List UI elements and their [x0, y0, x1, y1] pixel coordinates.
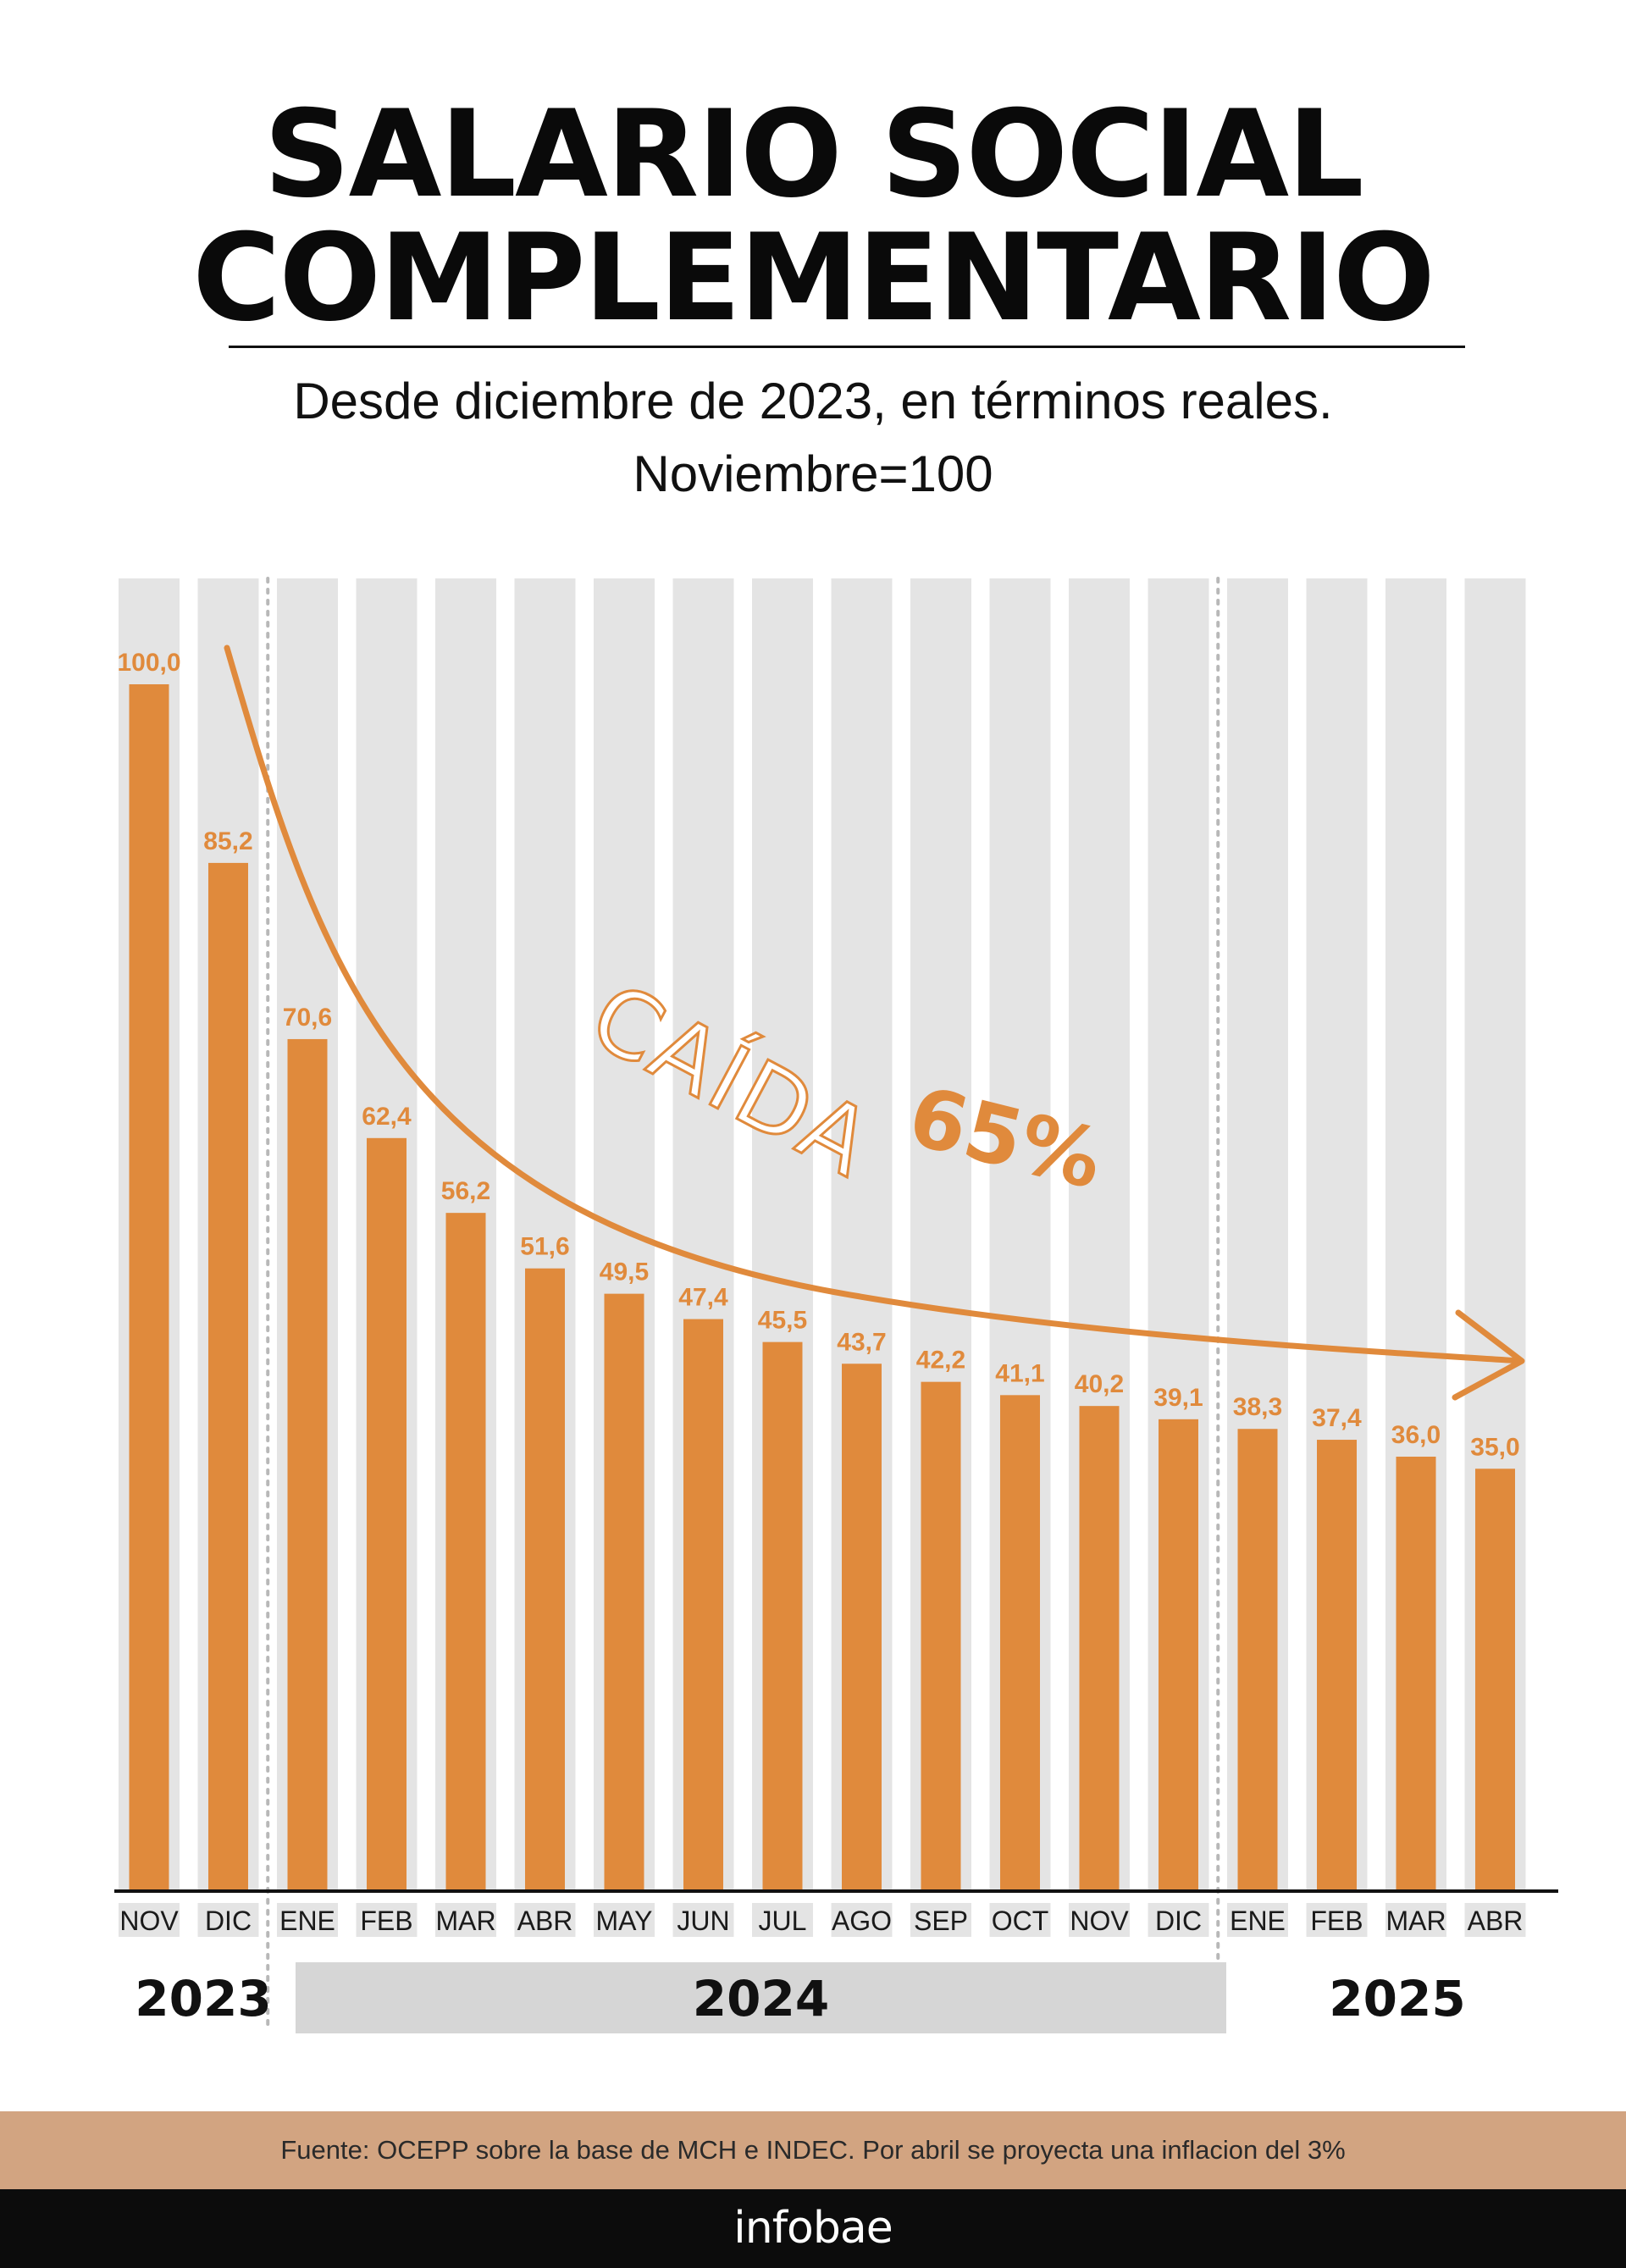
brand-logo: infobae — [733, 2203, 893, 2254]
bar — [1237, 1429, 1278, 1891]
year-label-2023: 2023 — [135, 1970, 272, 2027]
bar — [208, 862, 248, 1891]
tick-label-background — [119, 1903, 180, 1937]
bar — [921, 1381, 961, 1891]
value-label: 100,0 — [117, 649, 180, 677]
value-label: 40,2 — [1075, 1370, 1124, 1398]
value-label: 51,6 — [520, 1233, 569, 1261]
bar — [1079, 1406, 1120, 1891]
value-label: 37,4 — [1312, 1404, 1362, 1432]
tick-label-background — [1227, 1903, 1288, 1937]
title-divider — [229, 346, 1465, 348]
tick-label: JUL — [759, 1906, 807, 1936]
bar — [1317, 1440, 1357, 1891]
tick-label-background — [1069, 1903, 1130, 1937]
value-label: 35,0 — [1470, 1433, 1519, 1461]
tick-label-background — [752, 1903, 813, 1937]
tick-label: ENE — [1230, 1906, 1286, 1936]
brand-band: infobae — [0, 2189, 1626, 2268]
bar — [683, 1319, 723, 1891]
trend-arrowhead — [1452, 1309, 1525, 1401]
tick-label-background — [831, 1903, 893, 1937]
tick-label-background — [1148, 1903, 1209, 1937]
tick-label-background — [514, 1903, 576, 1937]
tick-label-background — [356, 1903, 418, 1937]
bar — [367, 1137, 406, 1891]
value-label: 62,4 — [362, 1103, 412, 1131]
bar — [842, 1364, 882, 1891]
tick-label: MAY — [596, 1906, 653, 1936]
tick-label-background — [197, 1903, 259, 1937]
tick-label: FEB — [360, 1906, 412, 1936]
value-label: 39,1 — [1153, 1384, 1203, 1412]
tick-label: AGO — [832, 1906, 892, 1936]
year-band-2024 — [296, 1962, 1226, 2033]
tick-label: OCT — [992, 1906, 1049, 1936]
tick-label-background — [989, 1903, 1051, 1937]
year-label-2024: 2024 — [692, 1970, 830, 2027]
tick-label-background — [1306, 1903, 1368, 1937]
chart-title-line2: COMPLEMENTARIO — [192, 208, 1435, 348]
bar — [445, 1213, 486, 1891]
value-label: 49,5 — [600, 1258, 649, 1286]
bar — [1000, 1395, 1040, 1891]
value-label: 38,3 — [1233, 1393, 1282, 1421]
trend-arrow — [224, 644, 1524, 1364]
year-label-2025: 2025 — [1329, 1970, 1466, 2027]
tick-label: JUN — [677, 1906, 729, 1936]
value-label: 36,0 — [1391, 1421, 1441, 1449]
tick-label-background — [277, 1903, 338, 1937]
bar — [762, 1341, 803, 1891]
bar — [604, 1293, 644, 1891]
value-label: 70,6 — [283, 1004, 332, 1032]
tick-label-background — [1385, 1903, 1446, 1937]
tick-label: NOV — [1070, 1906, 1129, 1936]
tick-label: MAR — [435, 1906, 495, 1936]
tick-label: FEB — [1310, 1906, 1363, 1936]
value-label: 45,5 — [758, 1307, 807, 1335]
tick-label: MAR — [1385, 1906, 1446, 1936]
tick-label-background — [594, 1903, 655, 1937]
chart-subtitle-line1: Desde diciembre de 2023, en términos rea… — [293, 373, 1333, 429]
tick-label: DIC — [1155, 1906, 1202, 1936]
chart-title-line1: SALARIO SOCIAL — [263, 85, 1363, 224]
tick-label-background — [672, 1903, 734, 1937]
value-label: 42,2 — [916, 1347, 965, 1375]
bar — [1159, 1419, 1198, 1891]
tick-label: NOV — [119, 1906, 179, 1936]
tick-label-background — [1464, 1903, 1526, 1937]
bar — [129, 684, 169, 1891]
source-note: Fuente: OCEPP sobre la base de MCH e IND… — [280, 2135, 1346, 2165]
value-label: 56,2 — [441, 1177, 490, 1205]
bar — [1475, 1469, 1515, 1891]
tick-label-background — [435, 1903, 496, 1937]
tick-label: ABR — [517, 1906, 573, 1936]
value-label: 47,4 — [678, 1284, 728, 1312]
tick-label: ABR — [1468, 1906, 1524, 1936]
tick-label: SEP — [914, 1906, 968, 1936]
value-label: 43,7 — [837, 1328, 886, 1356]
value-label: 41,1 — [995, 1359, 1044, 1387]
bar — [1396, 1457, 1436, 1891]
source-band: Fuente: OCEPP sobre la base de MCH e IND… — [0, 2111, 1626, 2189]
tick-label-background — [910, 1903, 971, 1937]
bar — [287, 1038, 328, 1891]
bar — [525, 1268, 565, 1891]
tick-label: DIC — [205, 1906, 252, 1936]
chart-subtitle-line2: Noviembre=100 — [633, 445, 993, 502]
tick-label: ENE — [279, 1906, 335, 1936]
value-label: 85,2 — [203, 827, 252, 855]
